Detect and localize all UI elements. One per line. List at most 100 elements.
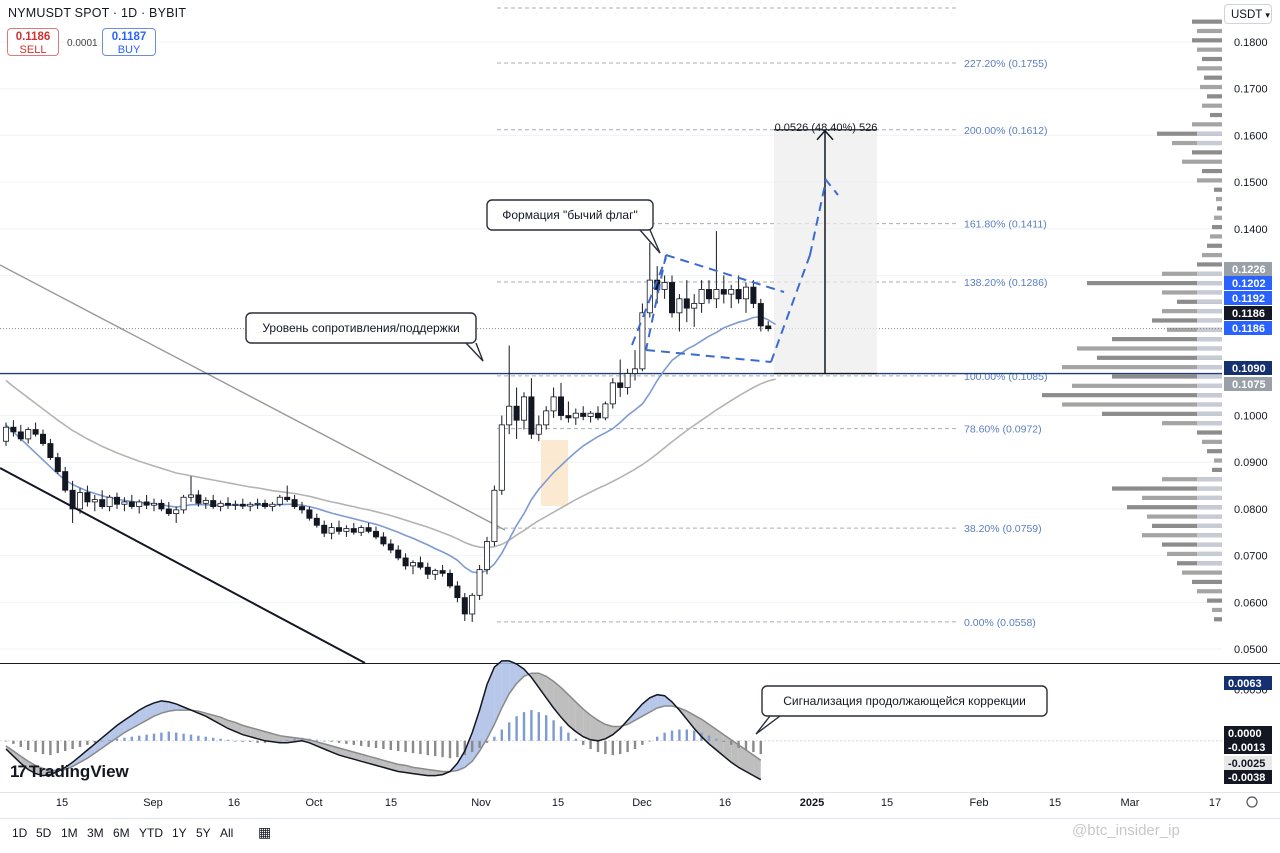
- histogram-bar: [152, 733, 156, 741]
- fib-label: 161.80% (0.1411): [964, 219, 1047, 231]
- candle-body: [558, 396, 565, 416]
- macd-cloud-segment: [250, 727, 258, 739]
- time-axis-tick: Nov: [471, 797, 491, 809]
- macd-cloud-segment: [657, 694, 665, 709]
- volume-profile-bar: [1142, 495, 1222, 500]
- candle-body: [669, 282, 676, 314]
- candle-body: [298, 506, 305, 511]
- candle-body: [180, 496, 187, 511]
- volume-profile-bar-up: [1197, 533, 1222, 538]
- candle-body: [439, 570, 446, 574]
- volume-profile-bar: [1162, 309, 1222, 314]
- timeframe-button-6m[interactable]: 6M: [113, 826, 130, 840]
- histogram-bar: [189, 734, 193, 741]
- macd-cloud-segment: [494, 660, 502, 725]
- price-axis-tick: 0.1800: [1234, 37, 1268, 49]
- volume-profile-bar: [1152, 523, 1222, 528]
- volume-profile-bar: [1192, 38, 1222, 43]
- timeframe-button-ytd[interactable]: YTD: [139, 826, 163, 840]
- candle-body: [136, 501, 143, 507]
- histogram-bar: [86, 740, 89, 745]
- timeframe-button-5d[interactable]: 5D: [36, 826, 52, 840]
- candle-body: [432, 570, 439, 575]
- candle-body: [17, 431, 24, 440]
- histogram-bar: [759, 740, 762, 755]
- histogram-bar: [212, 737, 215, 741]
- candle-body: [676, 298, 683, 314]
- resistance-callout-tail: [465, 342, 484, 362]
- histogram-bar: [508, 722, 511, 741]
- bull-flag-pattern: [645, 177, 839, 363]
- histogram-bar: [515, 716, 518, 741]
- volume-profile-bar: [1214, 458, 1222, 463]
- volume-profile-bar: [1204, 75, 1222, 80]
- volume-profile-bar: [1062, 402, 1222, 407]
- volume-profile-bar: [1202, 439, 1222, 444]
- histogram-bar: [49, 740, 52, 756]
- histogram-bar: [4, 740, 8, 742]
- measure-arrow-head: [816, 129, 834, 141]
- bull-flag-callout-box: [486, 199, 654, 231]
- histogram-bar: [545, 715, 548, 741]
- histogram-bar: [160, 732, 163, 741]
- macd-cloud-segment: [731, 739, 739, 768]
- osc-value-text: -0.0025: [1228, 758, 1265, 770]
- settings-gear-icon[interactable]: [1246, 796, 1258, 808]
- timeframe-button-1m[interactable]: 1M: [61, 826, 78, 840]
- sell-button[interactable]: 0.1186 SELL: [7, 28, 59, 56]
- spread-value: 0.0001: [67, 38, 98, 49]
- timeframe-button-all[interactable]: All: [220, 826, 234, 840]
- volume-profile-bar: [1077, 346, 1222, 351]
- timeframe-button-5y[interactable]: 5Y: [196, 826, 211, 840]
- volume-profile-bar-up: [1197, 514, 1222, 519]
- volume-profile-bar: [1097, 355, 1222, 360]
- candle-body: [121, 501, 128, 505]
- histogram-bar: [64, 740, 67, 752]
- volume-profile-bar: [1192, 579, 1222, 585]
- candle-body: [202, 500, 209, 504]
- histogram-bar: [448, 740, 452, 759]
- candle-body: [417, 562, 424, 568]
- correction-callout-text: Сигнализация продолжающейся коррекции: [783, 694, 1026, 708]
- timeframe-button-1d[interactable]: 1D: [12, 826, 28, 840]
- volume-profile-bar-up: [1197, 505, 1222, 510]
- macd-cloud-segment: [413, 767, 421, 775]
- volume-profile-bar: [1127, 505, 1222, 510]
- volume-profile-bar: [1062, 365, 1222, 370]
- volume-profile-bar: [1214, 215, 1222, 220]
- volume-profile-bar: [1197, 262, 1222, 267]
- currency-selector[interactable]: USDT ▾: [1224, 4, 1272, 24]
- macd-cloud-segment: [561, 687, 569, 726]
- candle-body: [535, 424, 542, 435]
- candle-body: [173, 509, 180, 514]
- timeframe-button-1y[interactable]: 1Y: [172, 826, 187, 840]
- timeframe-button-3m[interactable]: 3M: [87, 826, 104, 840]
- buy-button[interactable]: 0.1187 BUY: [102, 28, 156, 56]
- candle-body: [372, 530, 379, 538]
- tv-logo-text: TradingView: [28, 762, 129, 781]
- osc-value-text: -0.0013: [1228, 742, 1265, 754]
- histogram-bar: [670, 730, 674, 741]
- volume-profile-bar-up: [1197, 131, 1222, 136]
- histogram-bar: [567, 732, 570, 741]
- price-label-badge: [1224, 262, 1272, 276]
- osc-value-text: 0.0000: [1228, 728, 1262, 740]
- price-axis-tick: 0.1000: [1234, 411, 1268, 423]
- bottom-toolbar-bg: [0, 818, 1280, 853]
- candle-body: [99, 499, 106, 507]
- volume-profile-bar: [1214, 617, 1222, 622]
- volume-profile-bar: [1210, 234, 1222, 239]
- volume-profile-bar-up: [1197, 495, 1222, 500]
- histogram-bar: [715, 738, 718, 741]
- macd-cloud-segment: [635, 703, 643, 721]
- compare-icon[interactable]: ▦: [258, 824, 272, 840]
- histogram-bar: [707, 735, 711, 741]
- macd-cloud-segment: [516, 664, 524, 684]
- volume-profile-bar: [1182, 570, 1222, 575]
- candle-body: [224, 502, 231, 506]
- price-label-badge: [1224, 321, 1272, 335]
- time-axis-tick: 2025: [800, 797, 824, 809]
- volume-profile-bar: [1072, 383, 1222, 388]
- histogram-bar: [197, 735, 200, 741]
